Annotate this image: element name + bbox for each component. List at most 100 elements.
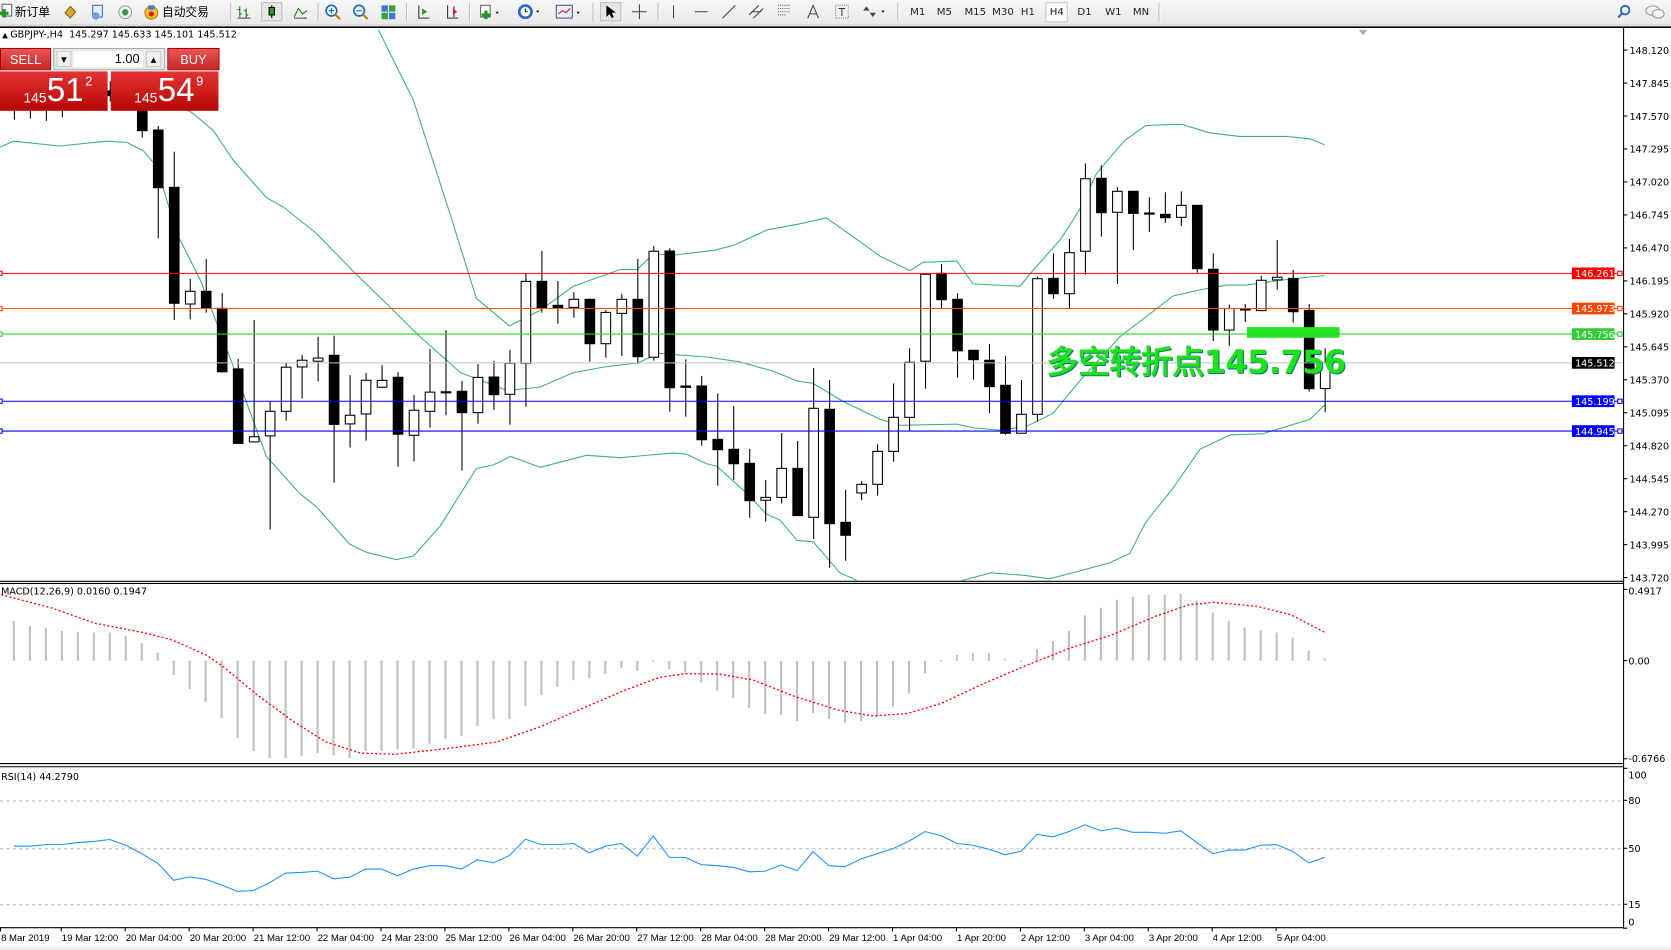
chart-shift-marker-icon[interactable] bbox=[1358, 29, 1368, 36]
candle bbox=[552, 280, 564, 324]
macd-histogram-bar bbox=[1243, 627, 1246, 661]
timeframe-m5[interactable]: M5 bbox=[936, 6, 952, 19]
line-anchor-handle[interactable] bbox=[1617, 305, 1623, 312]
line-anchor-handle[interactable] bbox=[1617, 331, 1623, 337]
templates-button[interactable] bbox=[552, 2, 586, 21]
timeframe-d1[interactable]: D1 bbox=[1077, 6, 1092, 19]
zoom-in-button[interactable] bbox=[323, 2, 342, 21]
candle-body-bear bbox=[984, 359, 995, 388]
sell-button[interactable]: SELL bbox=[0, 47, 52, 71]
candle bbox=[456, 380, 468, 471]
search-icon bbox=[1617, 4, 1632, 19]
trendline-button[interactable] bbox=[718, 2, 739, 21]
price-line-label: 145.199 bbox=[1575, 397, 1615, 408]
macd-histogram-bar bbox=[668, 660, 671, 670]
candle bbox=[1303, 304, 1315, 392]
candle bbox=[680, 359, 692, 417]
sell-price-box[interactable]: 145 51 2 bbox=[0, 71, 108, 111]
candle bbox=[984, 343, 995, 414]
macd-histogram-bar bbox=[492, 660, 495, 720]
line-anchor-handle[interactable] bbox=[0, 331, 3, 337]
line-anchor-handle[interactable] bbox=[1617, 270, 1623, 277]
search-button[interactable] bbox=[1613, 2, 1634, 21]
cursor-button[interactable] bbox=[599, 2, 622, 22]
buy-price-box[interactable]: 145 54 9 bbox=[110, 71, 219, 111]
candle-body-bear bbox=[1144, 212, 1155, 215]
price-axis-label: 147.295 bbox=[1629, 145, 1669, 156]
fibonacci-button[interactable] bbox=[775, 2, 796, 21]
market-watch-button[interactable] bbox=[87, 2, 106, 21]
line-anchor-handle[interactable] bbox=[0, 305, 3, 312]
collapse-triangle-icon[interactable]: ▲ bbox=[2, 30, 11, 40]
chat-button[interactable] bbox=[1642, 2, 1668, 21]
timeframe-m30[interactable]: M30 bbox=[992, 6, 1014, 19]
macd-histogram-bar bbox=[28, 625, 31, 661]
candle-body-bull bbox=[248, 436, 260, 443]
candle-body-bear bbox=[152, 129, 164, 189]
candle bbox=[712, 393, 724, 486]
price-axis-label: 143.995 bbox=[1629, 540, 1669, 551]
text-label-button[interactable] bbox=[831, 2, 852, 21]
timeframe-m1[interactable]: M1 bbox=[910, 6, 926, 19]
candle bbox=[968, 349, 979, 380]
timeframe-m15[interactable]: M15 bbox=[964, 6, 987, 19]
indicators-button[interactable] bbox=[475, 2, 505, 21]
history-button[interactable] bbox=[61, 2, 80, 21]
macd-histogram-bar bbox=[476, 660, 479, 726]
candle-body-bull bbox=[888, 416, 899, 452]
signals-button[interactable] bbox=[115, 2, 134, 21]
bar-chart-button[interactable] bbox=[234, 2, 253, 21]
tile-windows-icon bbox=[380, 4, 396, 20]
line-anchor-handle[interactable] bbox=[0, 398, 3, 404]
pivot-annotation-text[interactable]: 多空转折点145.756 bbox=[1046, 344, 1347, 382]
line-anchor-handle[interactable] bbox=[0, 270, 3, 277]
crosshair-button[interactable] bbox=[629, 2, 650, 21]
line-chart-button[interactable] bbox=[291, 2, 310, 21]
line-anchor-handle[interactable] bbox=[1617, 428, 1623, 434]
macd-histogram-bar bbox=[1051, 640, 1054, 661]
horizontal-line-button[interactable] bbox=[691, 2, 712, 21]
line-anchor-handle[interactable] bbox=[0, 428, 3, 434]
status-strip bbox=[0, 946, 1671, 950]
candlestick-icon bbox=[264, 4, 279, 19]
candlestick-button[interactable] bbox=[261, 2, 283, 22]
periods-button[interactable] bbox=[514, 2, 546, 21]
timeframe-h4[interactable]: H4 bbox=[1045, 2, 1069, 23]
lot-increase-arrow-icon[interactable]: ▲ bbox=[145, 51, 161, 68]
bollinger-upper-band bbox=[377, 29, 1325, 327]
price-line-label: 145.756 bbox=[1575, 330, 1615, 341]
timeframe-w1[interactable]: W1 bbox=[1105, 6, 1122, 19]
candle bbox=[568, 292, 580, 318]
candle-body-bear bbox=[936, 272, 947, 301]
candle-body-bull bbox=[1080, 178, 1091, 252]
sell-price-pip: 2 bbox=[85, 73, 93, 89]
new-order-button[interactable]: 新订单 bbox=[0, 2, 51, 21]
timeframe-h1[interactable]: H1 bbox=[1020, 6, 1036, 19]
text-button[interactable] bbox=[802, 2, 823, 21]
price-axis-label: 144.545 bbox=[1629, 474, 1669, 485]
vertical-line-button[interactable] bbox=[663, 2, 684, 21]
time-axis-label: 4 Apr 12:00 bbox=[1213, 933, 1262, 944]
zoom-out-button[interactable] bbox=[351, 2, 370, 21]
chart-shift-icon bbox=[416, 4, 431, 19]
chart-shift-button[interactable] bbox=[412, 2, 433, 21]
auto-trading-icon bbox=[143, 3, 160, 20]
buy-button[interactable]: BUY bbox=[167, 47, 220, 71]
lot-decrease-arrow-icon[interactable]: ▼ bbox=[56, 51, 72, 68]
auto-trading-button[interactable]: 自动交易 bbox=[143, 2, 218, 21]
macd-histogram-bar bbox=[732, 660, 735, 699]
lot-size-input[interactable]: 1.00 bbox=[73, 51, 143, 68]
auto-scroll-button[interactable] bbox=[441, 2, 462, 21]
tile-windows-button[interactable] bbox=[378, 2, 397, 21]
arrows-button[interactable] bbox=[859, 2, 891, 21]
equidistant-channel-button[interactable] bbox=[746, 2, 767, 21]
candle bbox=[360, 372, 372, 441]
line-anchor-handle[interactable] bbox=[1617, 398, 1623, 404]
pivot-level-marker[interactable] bbox=[1246, 327, 1340, 338]
macd-histogram-bar bbox=[860, 660, 863, 721]
candle bbox=[856, 481, 867, 501]
candle-body-bull bbox=[1016, 413, 1027, 434]
timeframe-mn[interactable]: MN bbox=[1132, 6, 1150, 19]
lot-size-stepper[interactable]: ▼ 1.00 ▲ bbox=[53, 47, 166, 71]
